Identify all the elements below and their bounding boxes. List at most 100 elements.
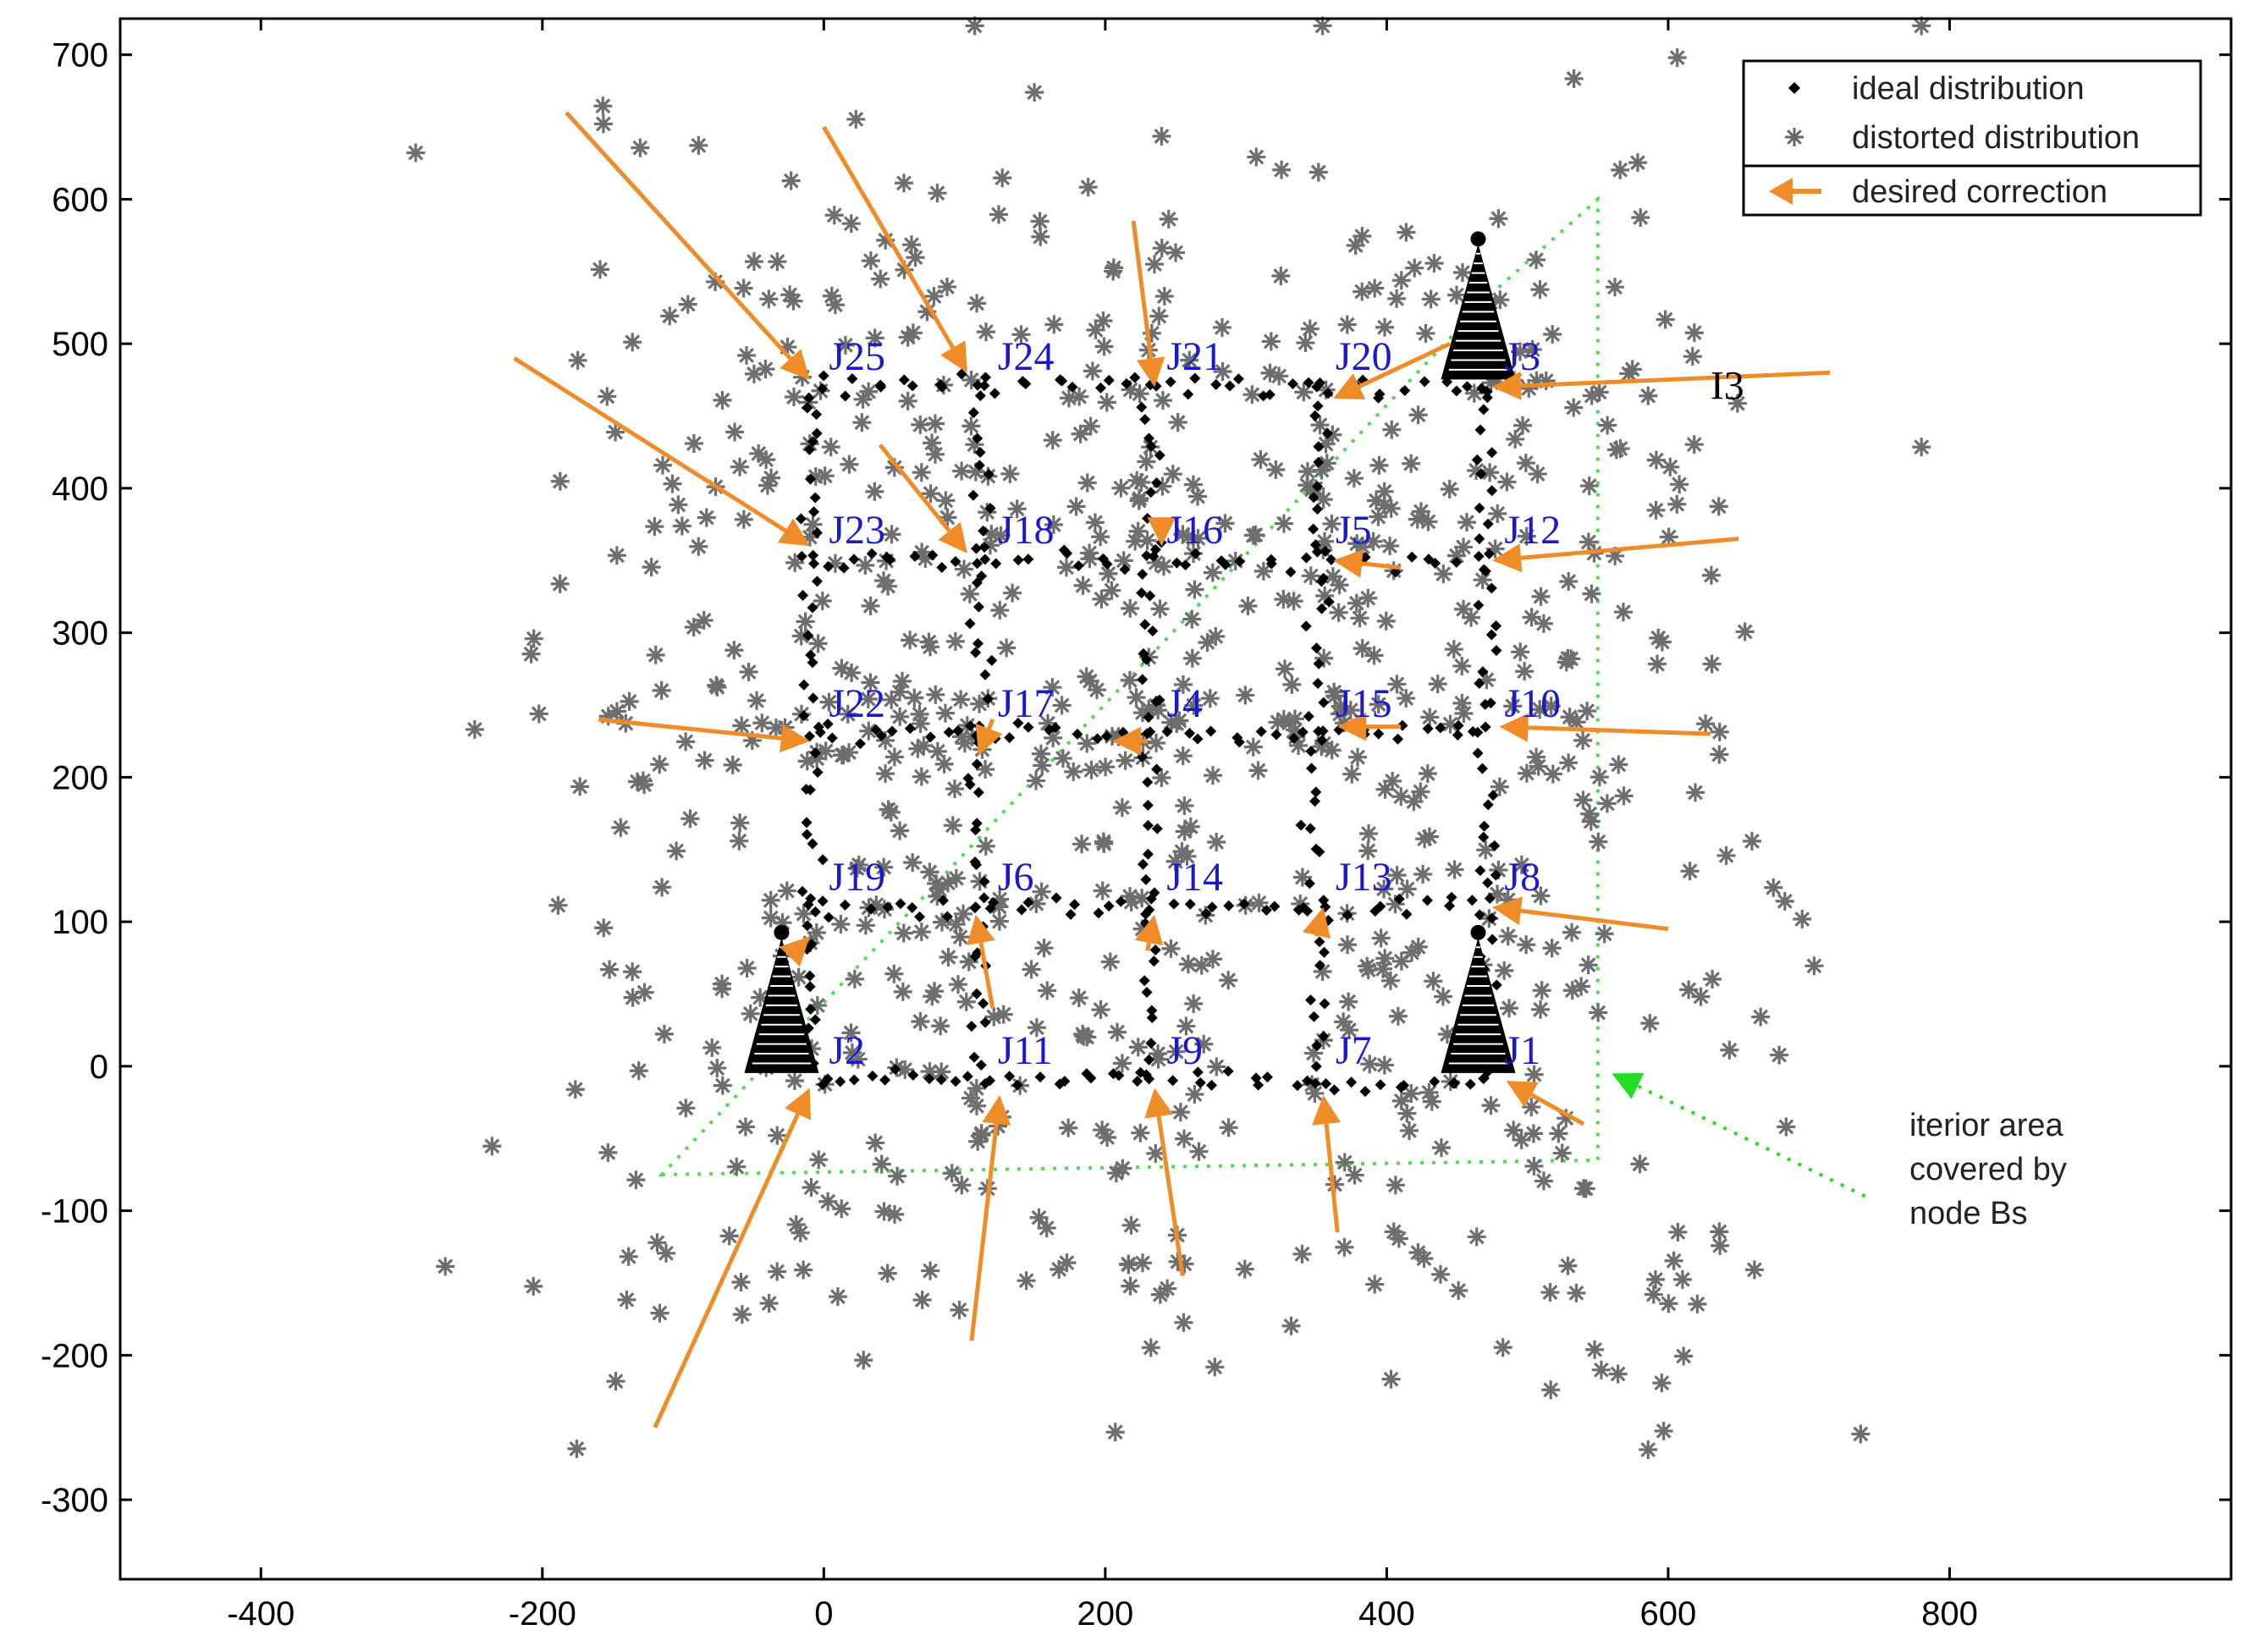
correction-arrow	[1492, 896, 1669, 932]
ideal-point	[1101, 559, 1113, 570]
ideal-point	[972, 432, 983, 444]
distorted-point	[1383, 771, 1402, 790]
ideal-point	[1136, 587, 1148, 599]
ideal-point	[1314, 936, 1325, 948]
distorted-point	[653, 878, 672, 897]
ideal-point	[809, 1014, 821, 1026]
distorted-point	[1375, 949, 1395, 968]
distorted-point	[1402, 454, 1421, 473]
ideal-point	[1085, 1072, 1097, 1084]
correction-arrow	[1147, 517, 1176, 547]
distorted-point	[1573, 730, 1593, 750]
ideal-point	[904, 723, 916, 735]
distorted-point	[1182, 648, 1202, 668]
distorted-point	[1181, 817, 1200, 836]
distorted-point	[1462, 608, 1481, 627]
distorted-point	[1381, 498, 1401, 518]
ideal-point	[1486, 933, 1498, 945]
distorted-point	[761, 890, 780, 910]
distorted-point	[1091, 1000, 1110, 1020]
ideal-point	[989, 388, 1000, 399]
distorted-point	[768, 252, 787, 272]
distorted-point	[1564, 398, 1584, 417]
ideal-point	[988, 896, 1000, 908]
ideal-point	[978, 541, 990, 553]
distorted-point	[1192, 955, 1211, 975]
distorted-point	[734, 509, 753, 529]
distorted-point	[650, 1303, 669, 1323]
ideal-point	[1401, 908, 1413, 920]
distorted-point	[1804, 956, 1824, 976]
distorted-point	[591, 260, 610, 279]
distorted-point	[524, 629, 543, 648]
ideal-point	[1004, 732, 1016, 744]
distorted-point	[1504, 1121, 1523, 1140]
distorted-point	[1559, 753, 1579, 773]
ideal-point	[1490, 869, 1501, 881]
distorted-point	[809, 1150, 829, 1170]
distorted-point	[1490, 777, 1509, 796]
distorted-point	[727, 1157, 747, 1176]
ideal-point	[811, 527, 823, 539]
distorted-point	[669, 495, 688, 515]
ideal-point	[870, 724, 882, 735]
ideal-point	[1137, 569, 1149, 581]
distorted-point	[406, 143, 426, 162]
distorted-point	[1166, 243, 1186, 262]
distorted-point	[923, 987, 942, 1006]
correction-arrow	[1303, 907, 1331, 939]
ideal-point	[1142, 819, 1154, 831]
ideal-point	[1233, 736, 1245, 748]
distorted-point	[858, 689, 878, 708]
ideal-point	[1011, 1079, 1023, 1091]
distorted-point	[695, 751, 714, 770]
ideal-point	[937, 895, 949, 906]
distorted-point	[1215, 514, 1235, 533]
correction-arrow	[598, 717, 810, 753]
ideal-point	[1473, 550, 1485, 562]
y-tick-label: -300	[41, 1482, 108, 1519]
ideal-point	[1093, 907, 1105, 919]
ideal-point	[979, 372, 991, 383]
ideal-point	[1148, 550, 1160, 562]
distorted-point	[607, 702, 626, 721]
distorted-point	[667, 841, 686, 861]
ideal-point	[1184, 898, 1196, 910]
distorted-point	[1064, 762, 1083, 781]
distorted-point	[1159, 209, 1178, 229]
distorted-point	[1611, 160, 1630, 179]
distorted-point	[1052, 696, 1072, 715]
distorted-point	[1430, 1264, 1450, 1284]
distorted-point	[1080, 549, 1099, 569]
distorted-point	[989, 205, 1008, 224]
distorted-point	[921, 1261, 940, 1280]
correction-arrow	[513, 356, 810, 547]
junction-label: J6	[998, 855, 1034, 900]
ideal-point	[1474, 865, 1486, 877]
ideal-point	[1136, 401, 1148, 413]
ideal-point	[1253, 1079, 1264, 1091]
ideal-point	[1270, 729, 1282, 741]
distorted-point	[905, 688, 924, 708]
distorted-point	[1150, 599, 1170, 619]
distorted-point	[1091, 527, 1110, 547]
distorted-point	[1358, 841, 1378, 861]
distorted-point	[663, 474, 682, 493]
distorted-point	[1431, 1138, 1451, 1158]
distorted-point	[1424, 254, 1444, 273]
ideal-point	[1022, 896, 1034, 908]
distorted-point	[856, 555, 875, 575]
distorted-point	[951, 690, 971, 709]
ideal-point	[1058, 544, 1070, 556]
distorted-point	[598, 1143, 618, 1162]
distorted-point	[1105, 1423, 1125, 1442]
distorted-point	[882, 690, 901, 709]
distorted-point	[1243, 526, 1263, 545]
ideal-point	[970, 542, 982, 554]
distorted-point	[1247, 147, 1266, 167]
distorted-point	[1284, 592, 1303, 611]
distorted-point	[1591, 1360, 1611, 1379]
distorted-point	[914, 736, 934, 756]
ideal-point	[1311, 1039, 1323, 1051]
correction-arrow	[1112, 726, 1148, 756]
